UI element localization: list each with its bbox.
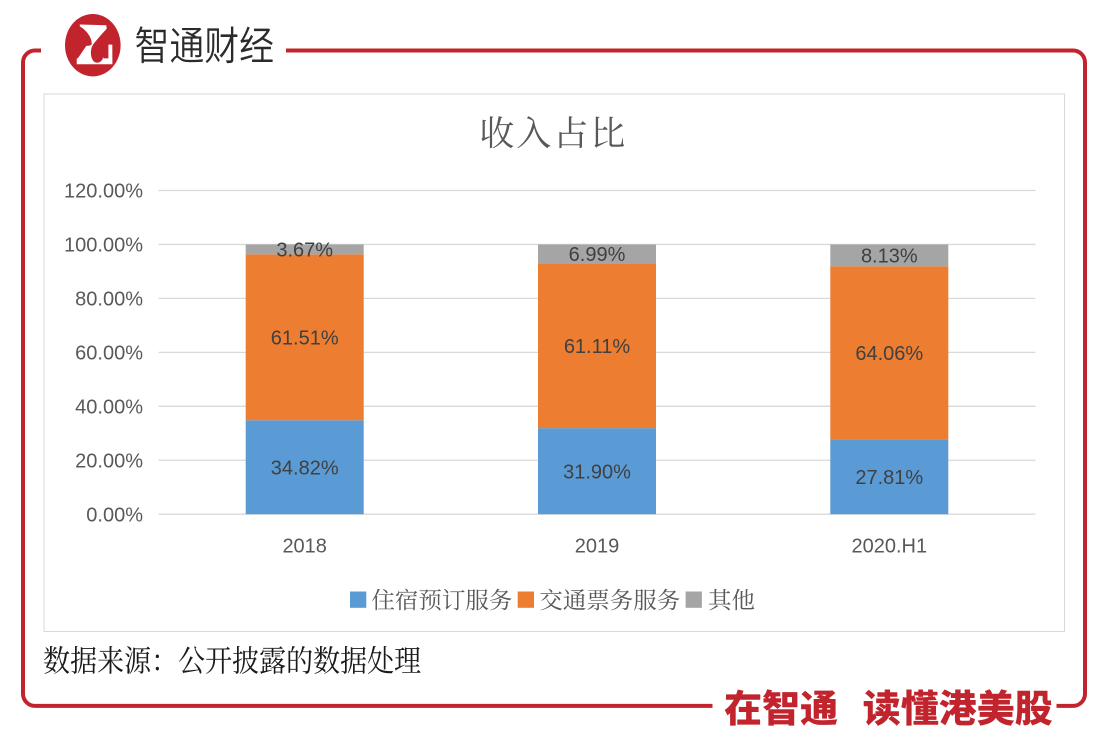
svg-text:61.11%: 61.11% (564, 336, 631, 358)
svg-text:61.51%: 61.51% (271, 328, 339, 350)
svg-text:20.00%: 20.00% (75, 450, 143, 472)
svg-text:0.00%: 0.00% (86, 504, 143, 526)
svg-text:27.81%: 27.81% (855, 467, 923, 489)
svg-text:2019: 2019 (575, 536, 620, 558)
svg-text:2018: 2018 (282, 536, 327, 558)
svg-text:34.82%: 34.82% (271, 457, 339, 479)
svg-text:2020.H1: 2020.H1 (851, 536, 927, 558)
svg-text:64.06%: 64.06% (855, 343, 923, 365)
svg-text:3.67%: 3.67% (276, 240, 333, 262)
svg-text:100.00%: 100.00% (64, 235, 143, 257)
svg-text:31.90%: 31.90% (563, 461, 631, 483)
svg-text:80.00%: 80.00% (75, 289, 143, 311)
svg-text:40.00%: 40.00% (75, 397, 143, 419)
svg-text:8.13%: 8.13% (861, 246, 918, 268)
svg-text:6.99%: 6.99% (569, 244, 626, 266)
svg-text:120.00%: 120.00% (64, 181, 143, 203)
svg-text:60.00%: 60.00% (75, 343, 143, 365)
